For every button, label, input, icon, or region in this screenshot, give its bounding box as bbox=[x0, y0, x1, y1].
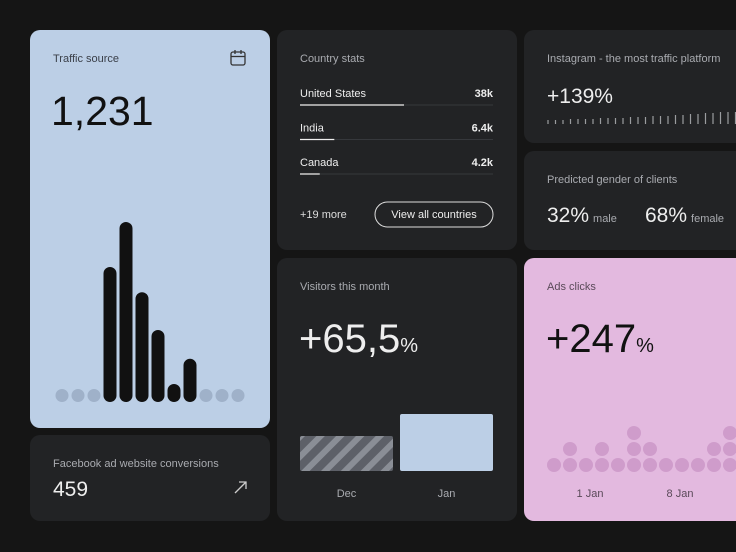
arrow-icon[interactable] bbox=[234, 481, 247, 494]
big-value: 1,231 bbox=[51, 88, 154, 134]
dot bbox=[691, 458, 705, 472]
dot bbox=[627, 426, 641, 440]
dot bbox=[643, 458, 657, 472]
dot bbox=[595, 458, 609, 472]
dot bbox=[563, 442, 577, 456]
instagram-card bbox=[524, 30, 736, 143]
label: female bbox=[691, 213, 724, 225]
big-value: +65,5% bbox=[299, 317, 418, 361]
dot bbox=[563, 458, 577, 472]
x-label: 1 Jan bbox=[577, 488, 604, 500]
button-label[interactable]: View all countries bbox=[391, 209, 477, 221]
traffic-card bbox=[30, 30, 270, 428]
unit: % bbox=[636, 335, 654, 357]
dot-column bbox=[579, 458, 593, 472]
dot-column bbox=[627, 426, 641, 472]
country-value: 38k bbox=[475, 88, 494, 100]
country: United States bbox=[300, 88, 367, 100]
country-value: 4.2k bbox=[472, 157, 494, 169]
card-title: Visitors this month bbox=[300, 281, 390, 293]
country: Canada bbox=[300, 157, 339, 169]
bar bbox=[400, 414, 493, 471]
value: +247 bbox=[546, 317, 636, 361]
dot bbox=[627, 458, 641, 472]
more-link: +19 more bbox=[300, 209, 347, 221]
dot bbox=[231, 389, 245, 402]
bar bbox=[119, 222, 133, 402]
unit: % bbox=[400, 335, 418, 357]
dot bbox=[199, 389, 213, 402]
dot bbox=[595, 442, 609, 456]
country: India bbox=[300, 123, 325, 135]
dot-column bbox=[707, 442, 721, 472]
dot-column bbox=[563, 442, 577, 472]
bar bbox=[103, 267, 117, 402]
dot bbox=[643, 442, 657, 456]
x-label: Dec bbox=[337, 488, 357, 500]
dot bbox=[71, 389, 85, 402]
dot bbox=[627, 442, 641, 456]
bar bbox=[151, 330, 165, 402]
bar bbox=[167, 384, 181, 402]
x-label: Jan bbox=[438, 488, 456, 500]
country-value: 6.4k bbox=[472, 123, 494, 135]
dot-column bbox=[611, 458, 625, 472]
gender-value: 68% female bbox=[645, 204, 724, 227]
button[interactable] bbox=[374, 201, 494, 228]
big-value: +247% bbox=[546, 317, 654, 361]
value: 68% bbox=[645, 204, 687, 227]
dot-column bbox=[547, 458, 561, 472]
calendar-icon[interactable] bbox=[230, 50, 246, 66]
dot bbox=[659, 458, 673, 472]
gender-value: 32% male bbox=[547, 204, 617, 227]
bar bbox=[183, 358, 197, 402]
dot bbox=[55, 389, 69, 402]
dot bbox=[707, 442, 721, 456]
card-title: Predicted gender of clients bbox=[547, 174, 678, 186]
dot-column bbox=[691, 458, 705, 472]
value: 459 bbox=[53, 478, 88, 501]
dot-column bbox=[659, 458, 673, 472]
dot bbox=[675, 458, 689, 472]
facebook-card[interactable] bbox=[30, 435, 270, 521]
value: +65,5 bbox=[299, 317, 400, 361]
value: 32% bbox=[547, 204, 589, 227]
dot bbox=[579, 458, 593, 472]
card-title: Ads clicks bbox=[547, 281, 596, 293]
dot bbox=[87, 389, 101, 402]
dot bbox=[547, 458, 561, 472]
ads-card bbox=[524, 258, 736, 521]
card-title: Instagram - the most traffic platform bbox=[547, 53, 720, 65]
gender-card bbox=[524, 151, 736, 250]
dot bbox=[215, 389, 229, 402]
value: +139% bbox=[547, 85, 613, 108]
dot bbox=[611, 458, 625, 472]
dot bbox=[723, 426, 736, 440]
dot-column bbox=[595, 442, 609, 472]
dot-column bbox=[643, 442, 657, 472]
dot bbox=[723, 442, 736, 456]
bar bbox=[300, 436, 393, 471]
dot bbox=[707, 458, 721, 472]
x-label: 8 Jan bbox=[667, 488, 694, 500]
card-title: Facebook ad website conversions bbox=[53, 458, 219, 470]
card-title: Country stats bbox=[300, 53, 365, 65]
visitors-card bbox=[277, 258, 517, 521]
dot-column bbox=[675, 458, 689, 472]
label: male bbox=[593, 213, 617, 225]
dot-column bbox=[723, 426, 736, 472]
dot bbox=[723, 458, 736, 472]
card-title: Traffic source bbox=[53, 53, 119, 65]
bar bbox=[135, 292, 149, 402]
